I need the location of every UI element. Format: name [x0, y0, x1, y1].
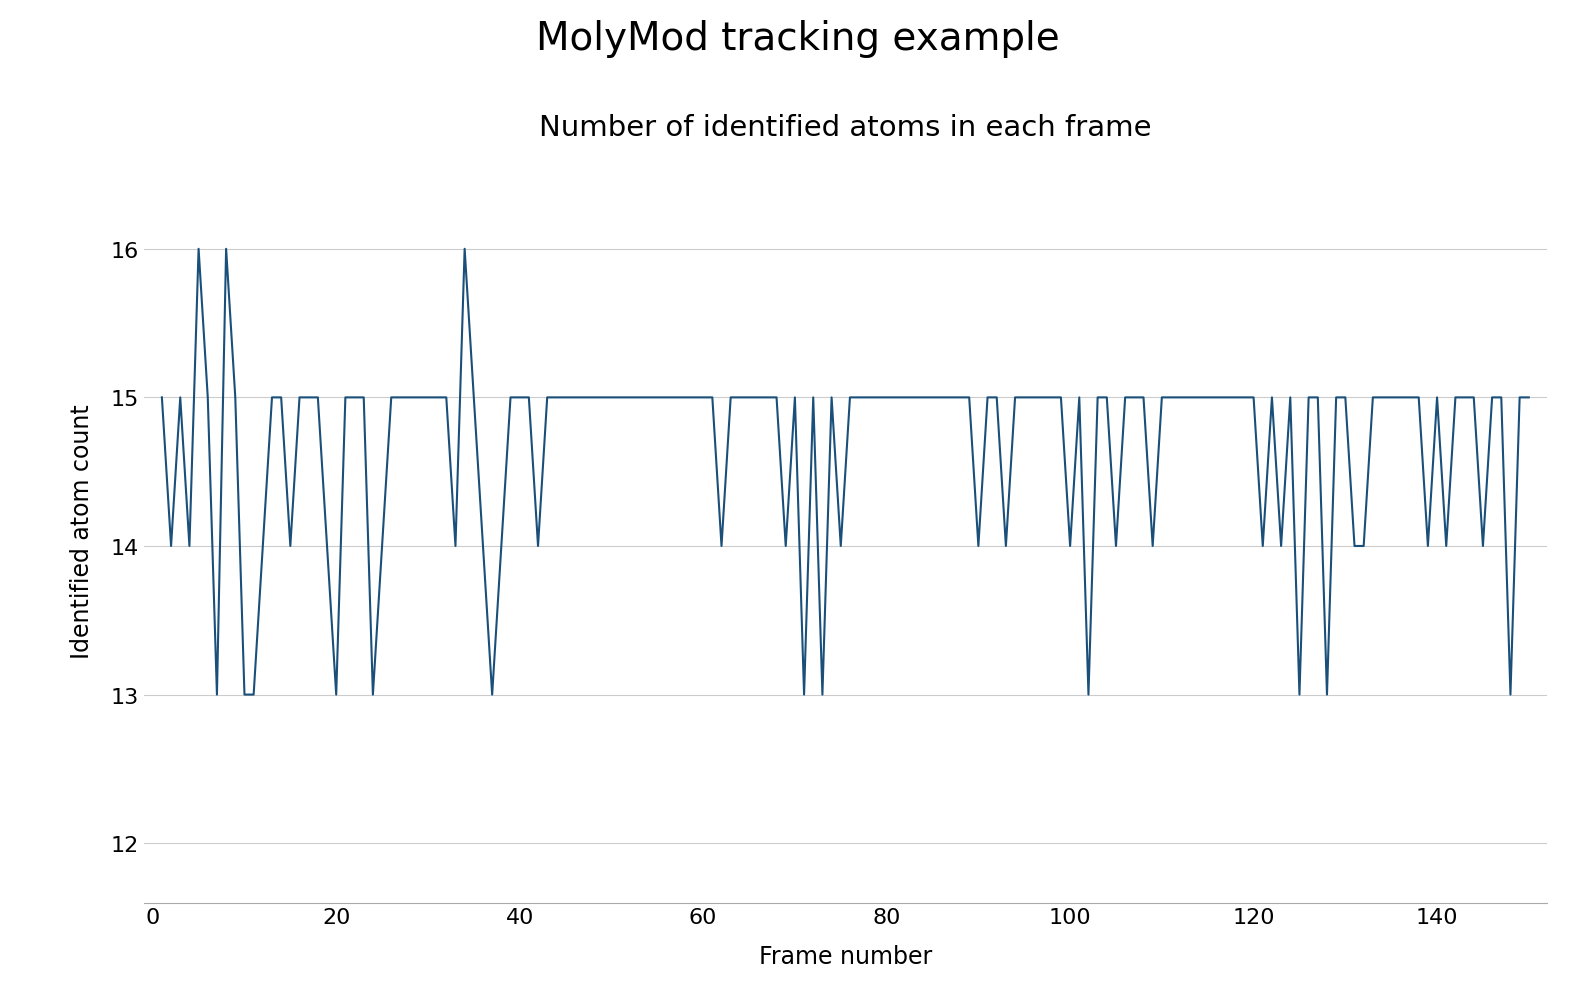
X-axis label: Frame number: Frame number — [759, 944, 931, 968]
Y-axis label: Identified atom count: Identified atom count — [70, 404, 94, 659]
Title: Number of identified atoms in each frame: Number of identified atoms in each frame — [539, 113, 1152, 141]
Text: MolyMod tracking example: MolyMod tracking example — [536, 20, 1059, 58]
